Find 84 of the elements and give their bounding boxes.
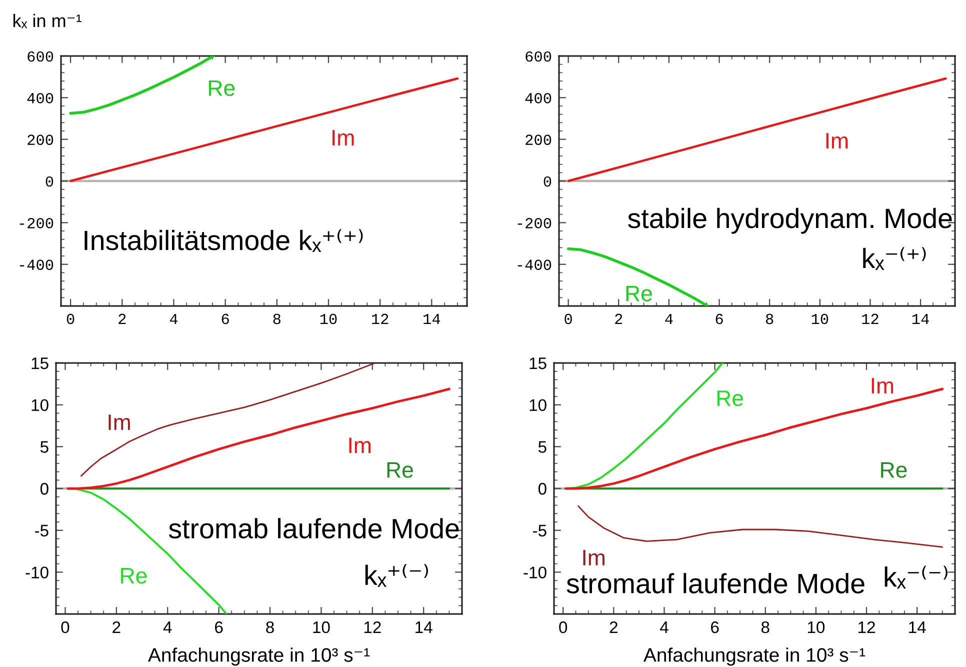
y-tick-label: 600: [526, 51, 552, 62]
y-tick-label: 200: [526, 134, 552, 146]
x-tick-label: 0: [564, 314, 572, 324]
series-label: Im: [826, 133, 848, 148]
series-label: Im: [349, 438, 370, 453]
annotation: stabile hydrodynam. Mode: [628, 208, 952, 234]
series-label: Im: [332, 130, 354, 146]
line-series: [66, 388, 450, 490]
y-tick-label: 0: [46, 176, 54, 187]
y-tick-label: 10: [530, 399, 546, 412]
y-tick-label: -400: [518, 260, 552, 270]
x-axis-title: Anfachungsrate in 10³ s⁻¹: [148, 648, 370, 666]
x-tick-label: 10: [320, 314, 337, 324]
x-tick-label: 0: [61, 621, 70, 634]
series-label: Re: [626, 286, 652, 302]
y-tick-label: -200: [20, 218, 54, 228]
x-tick-label: 4: [163, 622, 172, 634]
y-tick-label: 400: [27, 92, 54, 104]
series-label: Re: [717, 390, 743, 406]
series-label: Re: [387, 462, 413, 478]
x-tick-label: 8: [266, 621, 274, 634]
x-tick-label: 14: [909, 622, 926, 634]
x-tick-label: 14: [912, 314, 929, 324]
line-series: [567, 77, 947, 182]
line-series: [566, 247, 709, 306]
y-tick-label: 400: [525, 92, 552, 104]
x-tick-label: 6: [716, 314, 723, 324]
x-tick-label: 10: [313, 621, 330, 634]
x-tick-label: 10: [808, 621, 825, 634]
series-label: Im: [583, 550, 604, 566]
x-tick-label: 12: [862, 314, 878, 324]
y-tick-label: 5: [40, 441, 48, 453]
y-tick-label: 10: [32, 399, 48, 412]
y-tick-label: 0: [538, 482, 546, 495]
x-tick-label: 4: [660, 622, 668, 634]
y-tick-label: 0: [40, 482, 48, 495]
x-tick-label: 4: [170, 314, 178, 324]
y-tick-label: -400: [20, 260, 54, 270]
y-axis-title: kₓ in m⁻¹: [13, 14, 82, 28]
x-tick-label: 2: [118, 314, 126, 324]
x-axis-title: Anfachungsrate in 10³ s⁻¹: [643, 648, 866, 666]
x-tick-label: 12: [858, 621, 875, 634]
y-tick-label: 200: [28, 134, 54, 146]
y-tick-label: 0: [544, 176, 552, 187]
x-tick-label: 14: [416, 622, 432, 634]
y-tick-label: -5: [34, 524, 48, 537]
x-tick-label: 0: [66, 314, 74, 324]
x-tick-label: 4: [665, 314, 673, 324]
series-label: Re: [208, 80, 235, 96]
line-series: [578, 505, 944, 548]
annotation: Instabilitätsmode kₓ⁺⁽⁺⁾: [84, 229, 363, 252]
annotation: stromab laufende Mode: [168, 518, 459, 538]
x-tick-label: 10: [812, 314, 828, 324]
annotation: kₓ⁺⁽⁻⁾: [365, 564, 428, 587]
annotation: kₓ⁻⁽⁺⁾: [863, 247, 926, 270]
series-label: Re: [121, 568, 147, 584]
y-tick-label: -200: [518, 218, 552, 228]
y-tick-label: -5: [532, 524, 546, 537]
x-tick-label: 8: [766, 314, 774, 324]
line-series: [69, 77, 459, 182]
annotation: stromauf laufende Mode: [566, 573, 864, 594]
x-tick-label: 0: [559, 621, 568, 634]
x-tick-label: 6: [711, 621, 719, 634]
x-tick-label: 6: [215, 621, 223, 634]
x-tick-label: 6: [222, 314, 229, 324]
y-tick-label: 5: [538, 441, 546, 453]
x-tick-label: 12: [372, 314, 388, 324]
series-label: Im: [872, 378, 894, 394]
series-label: Im: [108, 414, 130, 430]
y-tick-label: -10: [26, 566, 48, 578]
x-tick-label: 2: [615, 314, 622, 324]
annotation: kₓ⁻⁽⁻⁾: [884, 566, 948, 589]
x-tick-label: 8: [761, 621, 770, 634]
series-label: Re: [881, 462, 907, 478]
line-series: [80, 363, 376, 477]
x-tick-label: 2: [112, 621, 120, 634]
x-tick-label: 8: [273, 314, 280, 324]
y-tick-label: 15: [32, 358, 48, 370]
y-tick-label: 15: [530, 358, 546, 370]
x-tick-label: 12: [364, 621, 381, 634]
x-tick-label: 2: [610, 621, 618, 634]
y-tick-label: -10: [524, 566, 546, 578]
y-tick-label: 600: [28, 51, 54, 62]
x-tick-label: 14: [424, 314, 440, 324]
